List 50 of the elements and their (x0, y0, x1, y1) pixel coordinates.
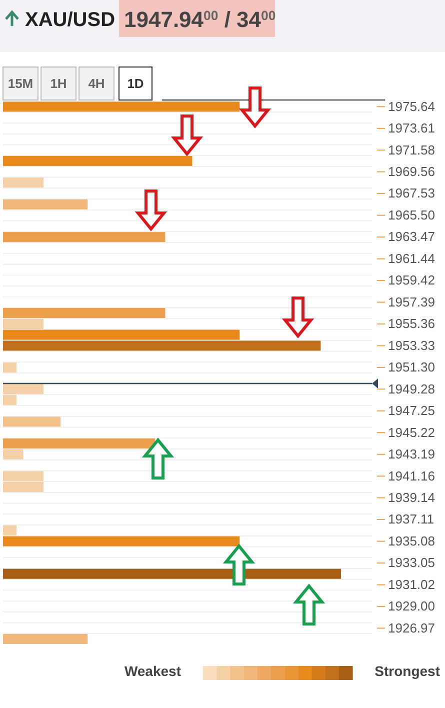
text: Strongest (374, 663, 440, 679)
text: 1H (50, 76, 67, 91)
bar (3, 318, 44, 329)
bar (3, 232, 166, 242)
y-tick-label: 1931.02 (388, 576, 435, 592)
y-tick-label: 1975.64 (388, 98, 435, 114)
bar (3, 536, 240, 546)
y-tick-label: 1953.33 (388, 338, 435, 353)
y-tick-label: 1963.47 (388, 229, 435, 244)
bar (3, 634, 88, 644)
chart-subtitle: 1947.94$^{00}$ / 34$^{00}$ (124, 7, 276, 32)
y-tick-label: 1939.14 (388, 490, 435, 505)
bar (3, 525, 17, 536)
text: 1D (127, 76, 144, 91)
bar (3, 340, 321, 351)
bar (3, 416, 60, 427)
text: 4H (88, 76, 105, 91)
bar (3, 102, 240, 112)
y-tick-label: 1961.44 (388, 250, 435, 266)
y-tick-label: 1973.61 (388, 120, 435, 136)
text: 15M (8, 76, 34, 91)
y-tick-label: 1959.42 (388, 272, 435, 288)
bar (3, 178, 44, 188)
y-tick-label: 1943.19 (388, 446, 435, 462)
bar (3, 438, 156, 448)
y-tick-label: 1935.08 (388, 533, 435, 548)
y-tick-label: 1955.36 (388, 316, 435, 332)
bar (3, 362, 17, 372)
y-tick-label: 1971.58 (388, 142, 435, 158)
bar (3, 449, 24, 460)
chart-title: XAU/USD (25, 9, 116, 31)
y-tick-label: 1926.97 (388, 620, 435, 636)
bar (3, 330, 240, 340)
y-tick-label: 1929.00 (388, 598, 435, 614)
bar (3, 568, 341, 579)
text: Weakest (124, 663, 182, 679)
y-tick-label: 1969.56 (388, 164, 435, 179)
y-tick-label: 1951.30 (388, 360, 435, 375)
y-tick-label: 1965.50 (388, 207, 435, 222)
bar (3, 308, 166, 318)
y-tick-label: 1937.11 (388, 512, 434, 527)
y-tick-label: 1945.22 (388, 424, 435, 440)
y-tick-label: 1967.53 (388, 186, 435, 201)
y-tick-label: 1947.25 (388, 403, 435, 418)
y-tick-label: 1941.16 (388, 468, 435, 484)
y-tick-label: 1933.05 (388, 555, 435, 570)
y-tick-label: 1949.28 (388, 381, 435, 396)
bar (3, 199, 88, 210)
y-tick-label: 1957.39 (388, 294, 435, 310)
bar (3, 156, 192, 166)
